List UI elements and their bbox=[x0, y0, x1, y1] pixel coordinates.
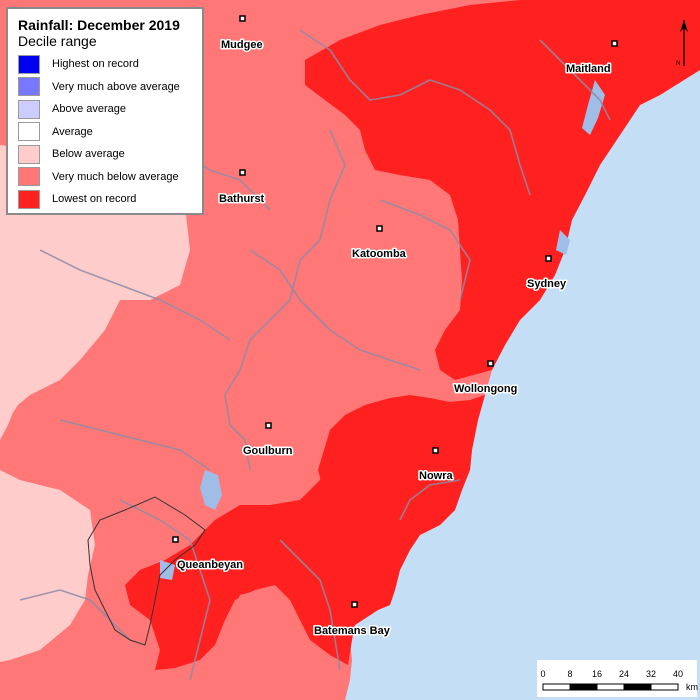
scale-unit: km bbox=[686, 682, 698, 692]
marker-bathurst bbox=[239, 169, 246, 176]
city-label-katoomba: Katoomba bbox=[352, 248, 407, 260]
marker-mudgee bbox=[239, 15, 246, 22]
marker-maitland bbox=[611, 40, 618, 47]
marker-katoomba bbox=[376, 225, 383, 232]
region-below-average-southwest bbox=[0, 470, 95, 662]
scale-tick-16: 16 bbox=[592, 669, 602, 679]
region-lowest-on-record-coast bbox=[125, 0, 700, 670]
legend-label: Above average bbox=[52, 103, 126, 116]
legend-swatch bbox=[18, 77, 40, 97]
marker-sydney bbox=[545, 255, 552, 262]
legend-item-lowest-on-record: Lowest on record bbox=[18, 188, 192, 211]
legend: Rainfall: December 2019 Decile range Hig… bbox=[6, 7, 204, 215]
legend-item-highest-on-record: Highest on record bbox=[18, 53, 192, 76]
marker-batemans-bay bbox=[351, 601, 358, 608]
legend-item-above-average: Above average bbox=[18, 98, 192, 121]
legend-label: Lowest on record bbox=[52, 193, 137, 206]
scale-tick-40: 40 bbox=[673, 669, 683, 679]
legend-swatch bbox=[18, 122, 40, 142]
legend-swatch bbox=[18, 54, 40, 74]
city-label-maitland: Maitland bbox=[566, 63, 611, 75]
legend-swatch bbox=[18, 144, 40, 164]
legend-item-below-average: Below average bbox=[18, 143, 192, 166]
legend-label: Very much above average bbox=[52, 80, 180, 93]
city-markers bbox=[172, 15, 618, 608]
legend-swatch bbox=[18, 167, 40, 187]
estuary-hawkesbury bbox=[556, 230, 570, 255]
north-label: N bbox=[676, 61, 680, 67]
city-label-queanbeyan: Queanbeyan bbox=[177, 559, 243, 571]
marker-goulburn bbox=[265, 422, 272, 429]
legend-label: Highest on record bbox=[52, 58, 139, 71]
scale-tick-32: 32 bbox=[646, 669, 656, 679]
legend-subtitle: Decile range bbox=[18, 33, 97, 49]
city-label-bathurst: Bathurst bbox=[219, 193, 265, 205]
city-label-wollongong: Wollongong bbox=[454, 383, 517, 395]
lake-burragorang bbox=[582, 80, 605, 135]
legend-label: Very much below average bbox=[52, 170, 179, 183]
city-label-batemans-bay: Batemans Bay bbox=[314, 625, 391, 637]
city-label-goulburn: Goulburn bbox=[243, 445, 293, 457]
legend-swatch bbox=[18, 99, 40, 119]
north-arrow: N bbox=[676, 20, 688, 67]
scale-tick-0: 0 bbox=[540, 669, 545, 679]
city-label-sydney: Sydney bbox=[527, 278, 567, 290]
marker-wollongong bbox=[487, 360, 494, 367]
scale-tick-24: 24 bbox=[619, 669, 629, 679]
region-below-average-west bbox=[0, 145, 190, 430]
act-border bbox=[87, 496, 206, 646]
legend-item-very-much-below-average: Very much below average bbox=[18, 166, 192, 189]
legend-title: Rainfall: December 2019 bbox=[18, 17, 180, 33]
legend-label: Average bbox=[52, 125, 93, 138]
marker-queanbeyan bbox=[172, 536, 179, 543]
legend-swatch bbox=[18, 189, 40, 209]
city-label-mudgee: Mudgee bbox=[221, 39, 263, 51]
legend-label: Below average bbox=[52, 148, 125, 161]
region-lowest-on-record-inland bbox=[318, 415, 455, 500]
legend-item-average: Average bbox=[18, 121, 192, 144]
legend-item-very-much-above-average: Very much above average bbox=[18, 76, 192, 99]
lake-george bbox=[200, 470, 222, 510]
marker-nowra bbox=[432, 447, 439, 454]
city-label-nowra: Nowra bbox=[419, 470, 454, 482]
scale-bar: 0 8 16 24 32 40 km bbox=[537, 660, 698, 697]
region-below-average-edge bbox=[0, 340, 22, 440]
region-very-much-below-average-pocket bbox=[228, 590, 270, 660]
scale-tick-8: 8 bbox=[567, 669, 572, 679]
lake-small bbox=[160, 560, 175, 580]
